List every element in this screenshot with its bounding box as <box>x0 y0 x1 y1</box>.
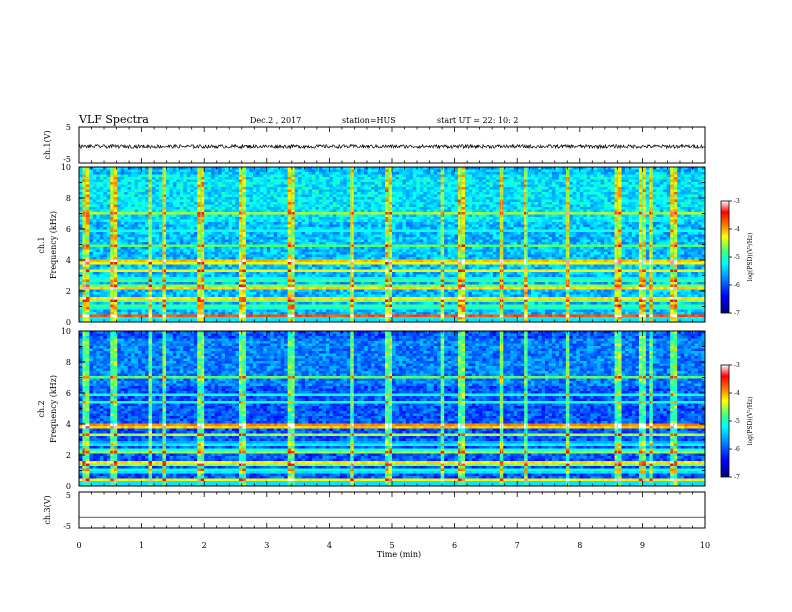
x-tick-label: 1 <box>139 541 144 550</box>
date-label: Dec.2 , 2017 <box>250 116 301 125</box>
x-tick-label: 7 <box>515 541 520 550</box>
spec1-yticks-label: 0 <box>66 318 71 327</box>
ch2-spec-ylabel-ch: ch.2 <box>37 400 46 417</box>
ch2-spec-ylabel-freq: Frequency (kHz) <box>49 375 58 443</box>
x-tick-label: 2 <box>202 541 207 550</box>
ch1-trace-line <box>78 143 706 150</box>
ch1-ylabel: ch.1(V) <box>43 130 52 159</box>
cb1-ticks-label: -7 <box>734 310 740 317</box>
spec2-yticks-label: 6 <box>66 389 71 398</box>
ch1-ytick-top: 5 <box>66 123 71 132</box>
spec2-yticks-label: 10 <box>61 327 71 336</box>
ch2-spectrogram-panel: 0 2 4 6 8 10 ch.2 Frequency (kHz) <box>37 327 706 491</box>
cb1-ticks-label: -5 <box>734 254 740 261</box>
ch3-waveform-panel: 5 -5 ch.3(V) <box>43 491 706 531</box>
spec1-yticks-label: 10 <box>61 163 71 172</box>
x-tick-label: 5 <box>389 541 394 550</box>
ch1-ytick-bottom: -5 <box>63 155 71 164</box>
x-tick-label: 8 <box>577 541 582 550</box>
x-tick-label: 4 <box>327 541 332 550</box>
spec2-yticks-label: 4 <box>66 420 71 429</box>
start-ut-label: start UT = 22: 10: 2 <box>437 116 518 125</box>
ch1-colorbar-label: log(PSD)(V²/Hz) <box>747 233 754 282</box>
ch1-spec-ylabel-freq: Frequency (kHz) <box>49 211 58 279</box>
x-axis-label: Time (min) <box>377 550 421 559</box>
spec1-yticks-label: 6 <box>66 225 71 234</box>
station-label: station=HUS <box>342 116 396 125</box>
cb1-ticks-label: -4 <box>734 226 740 233</box>
ch2-colorbar: -3 -4 -5 -6 -7 log(PSD)(V²/Hz) <box>720 362 754 481</box>
x-tick-label: 9 <box>640 541 645 550</box>
ch2-colorbar-label: log(PSD)(V²/Hz) <box>747 397 754 446</box>
x-tick-label: 0 <box>76 541 81 550</box>
ch1-spec-ylabel-ch: ch.1 <box>37 236 46 253</box>
spec1-yticks-label: 2 <box>66 287 71 296</box>
cb2-ticks-label: -6 <box>734 446 740 453</box>
spec2-yticks-label: 2 <box>66 451 71 460</box>
spec1-yticks-label: 4 <box>66 256 71 265</box>
x-axis: 0 1 2 3 4 5 6 7 8 9 10 <box>76 127 710 550</box>
ch1-colorbar: -3 -4 -5 -6 -7 log(PSD)(V²/Hz) <box>720 198 754 317</box>
x-tick-label: 10 <box>700 541 710 550</box>
cb2-ticks-label: -5 <box>734 418 740 425</box>
cb1-ticks-label: -3 <box>734 198 740 205</box>
x-tick-label: 3 <box>264 541 269 550</box>
spec2-yticks-label: 0 <box>66 482 71 491</box>
cb2-ticks-label: -3 <box>734 362 740 369</box>
spec1-yticks-label: 8 <box>66 194 71 203</box>
ch3-ytick-top: 5 <box>66 491 71 500</box>
cb1-ticks-label: -6 <box>734 282 740 289</box>
ch1-spectrogram-panel: 0 2 4 6 8 10 ch.1 Frequency (kHz) <box>37 163 706 327</box>
cb2-ticks-label: -4 <box>734 390 740 397</box>
ch3-ytick-bottom: -5 <box>63 522 71 531</box>
spec2-yticks-label: 8 <box>66 358 71 367</box>
cb2-ticks-label: -7 <box>734 474 740 481</box>
figure-title: VLF Spectra <box>78 113 149 126</box>
ch1-waveform-panel: 5 -5 ch.1(V) <box>43 123 706 164</box>
x-tick-label: 6 <box>452 541 457 550</box>
ch3-ylabel: ch.3(V) <box>43 495 52 524</box>
